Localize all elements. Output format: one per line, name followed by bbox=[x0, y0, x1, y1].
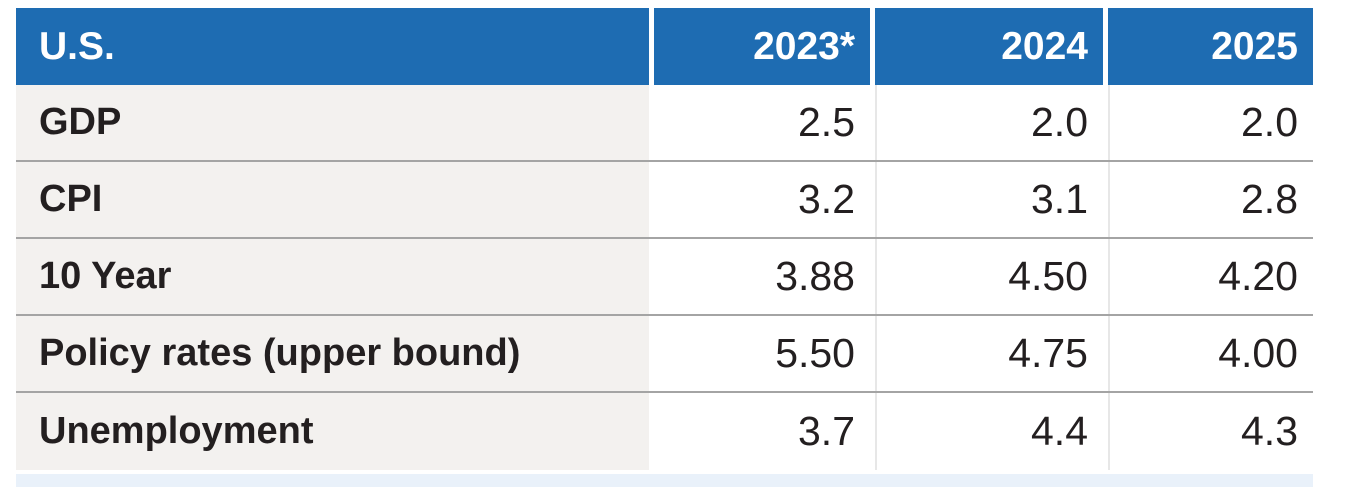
cell-value: 4.4 bbox=[875, 393, 1103, 470]
cell-value: 2.0 bbox=[1108, 85, 1313, 160]
cell-value: 5.50 bbox=[654, 316, 870, 391]
cell-value: 4.75 bbox=[875, 316, 1103, 391]
table-row-gdp: GDP 2.5 2.0 2.0 bbox=[16, 85, 1313, 162]
table-row-unemployment: Unemployment 3.7 4.4 4.3 bbox=[16, 393, 1313, 470]
cell-value: 3.88 bbox=[654, 239, 870, 314]
footer-accent-bar bbox=[16, 474, 1313, 487]
row-label: Policy rates (upper bound) bbox=[16, 316, 649, 391]
table-row-10-year: 10 Year 3.88 4.50 4.20 bbox=[16, 239, 1313, 316]
cell-value: 3.2 bbox=[654, 162, 870, 237]
cell-value: 3.1 bbox=[875, 162, 1103, 237]
us-economic-forecast-table: U.S. 2023* 2024 2025 GDP 2.5 2.0 2.0 CPI… bbox=[16, 8, 1313, 470]
cell-value: 2.5 bbox=[654, 85, 870, 160]
cell-value: 4.50 bbox=[875, 239, 1103, 314]
row-label: 10 Year bbox=[16, 239, 649, 314]
column-header-2023: 2023* bbox=[654, 8, 870, 85]
cell-value: 4.20 bbox=[1108, 239, 1313, 314]
row-label: GDP bbox=[16, 85, 649, 160]
table-header-row: U.S. 2023* 2024 2025 bbox=[16, 8, 1313, 85]
column-header-2024: 2024 bbox=[875, 8, 1103, 85]
cell-value: 2.0 bbox=[875, 85, 1103, 160]
row-label: Unemployment bbox=[16, 393, 649, 470]
column-header-2025: 2025 bbox=[1108, 8, 1313, 85]
row-label: CPI bbox=[16, 162, 649, 237]
cell-value: 4.3 bbox=[1108, 393, 1313, 470]
table-row-policy-rates: Policy rates (upper bound) 5.50 4.75 4.0… bbox=[16, 316, 1313, 393]
cell-value: 2.8 bbox=[1108, 162, 1313, 237]
cell-value: 3.7 bbox=[654, 393, 870, 470]
cell-value: 4.00 bbox=[1108, 316, 1313, 391]
table-title: U.S. bbox=[16, 8, 649, 85]
table-row-cpi: CPI 3.2 3.1 2.8 bbox=[16, 162, 1313, 239]
